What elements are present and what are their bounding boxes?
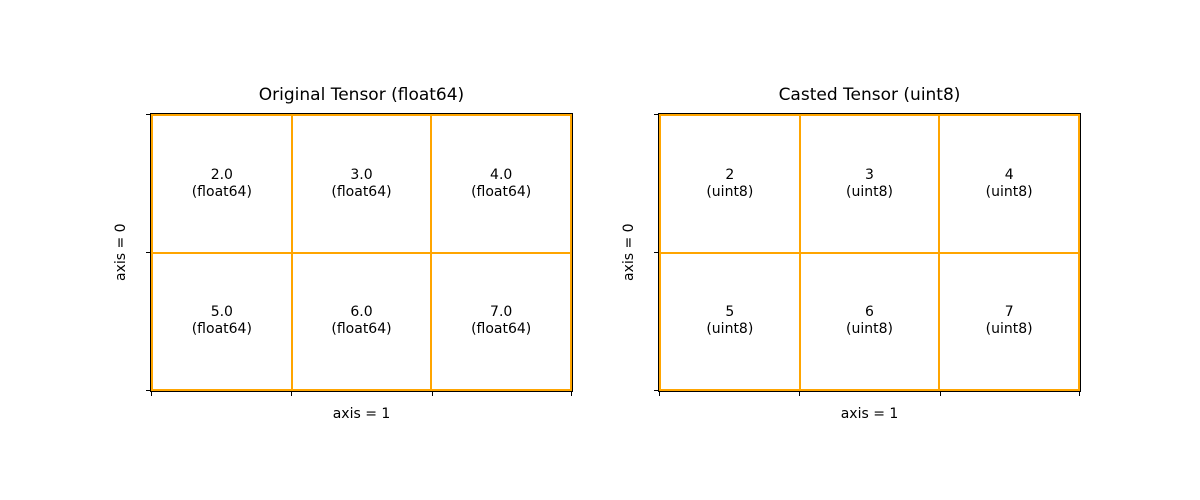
tensor-grid: 2 (uint8) 3 (uint8) 4 (uint8) 5 (uint8) … [659,114,1080,391]
x-tick [940,392,941,396]
cell-value: 3.0 [350,166,373,183]
cell-dtype: (float64) [471,183,532,200]
x-tick [571,392,572,396]
cell-value: 5 [725,304,735,321]
axes-frame: 2.0 (float64) 3.0 (float64) 4.0 (float64… [146,113,573,396]
cell-dtype: (uint8) [706,321,754,338]
cell-dtype: (float64) [331,321,392,338]
cell-value: 2 [725,166,735,183]
tensor-grid: 2.0 (float64) 3.0 (float64) 4.0 (float64… [151,114,572,391]
tensor-cell: 5.0 (float64) [153,253,291,389]
cell-dtype: (uint8) [985,321,1033,338]
cell-dtype: (float64) [331,183,392,200]
x-axis-label: axis = 1 [840,406,899,422]
y-tick [654,114,658,115]
cell-dtype: (float64) [191,183,252,200]
cell-value: 7 [1004,304,1014,321]
tensor-cell: 7.0 (float64) [432,253,570,389]
tensor-cell: 6 (uint8) [800,253,939,389]
panel-casted-tensor: Casted Tensor (uint8) 2 (uint8) 3 (uint8… [621,0,1081,500]
tensor-cell: 4.0 (float64) [432,116,570,252]
tensor-cell: 5 (uint8) [661,253,799,389]
axes-frame: 2 (uint8) 3 (uint8) 4 (uint8) 5 (uint8) … [654,113,1081,396]
panel-title: Original Tensor (float64) [258,85,465,105]
cell-value: 4.0 [490,166,513,183]
cell-value: 5.0 [210,304,233,321]
x-tick [1079,392,1080,396]
y-tick [146,390,150,391]
cell-dtype: (float64) [191,321,252,338]
x-axis-label: axis = 1 [332,406,391,422]
x-tick [432,392,433,396]
cell-value: 3 [865,166,874,183]
y-tick [654,390,658,391]
cell-value: 2.0 [210,166,233,183]
x-tick [799,392,800,396]
cell-dtype: (uint8) [846,183,893,200]
x-tick [151,392,152,396]
y-tick [146,252,150,253]
y-tick [146,114,150,115]
tensor-cell: 4 (uint8) [940,116,1078,252]
tensor-cell: 2 (uint8) [661,116,799,252]
cell-dtype: (float64) [471,321,532,338]
tensor-cell: 6.0 (float64) [292,253,431,389]
tensor-cell: 2.0 (float64) [153,116,291,252]
cell-value: 6 [865,304,874,321]
cell-value: 4 [1004,166,1014,183]
panel-title: Casted Tensor (uint8) [778,85,961,105]
panel-original-tensor: Original Tensor (float64) 2.0 (float64) … [113,0,573,500]
y-axis-label: axis = 0 [621,223,637,282]
cell-value: 6.0 [350,304,373,321]
cell-dtype: (uint8) [706,183,754,200]
cell-value: 7.0 [490,304,513,321]
x-tick [291,392,292,396]
x-tick [659,392,660,396]
y-axis-label: axis = 0 [113,223,129,282]
y-tick [654,252,658,253]
tensor-cell: 3.0 (float64) [292,116,431,252]
tensor-cell: 3 (uint8) [800,116,939,252]
cell-dtype: (uint8) [846,321,893,338]
tensor-cell: 7 (uint8) [940,253,1078,389]
cell-dtype: (uint8) [985,183,1033,200]
